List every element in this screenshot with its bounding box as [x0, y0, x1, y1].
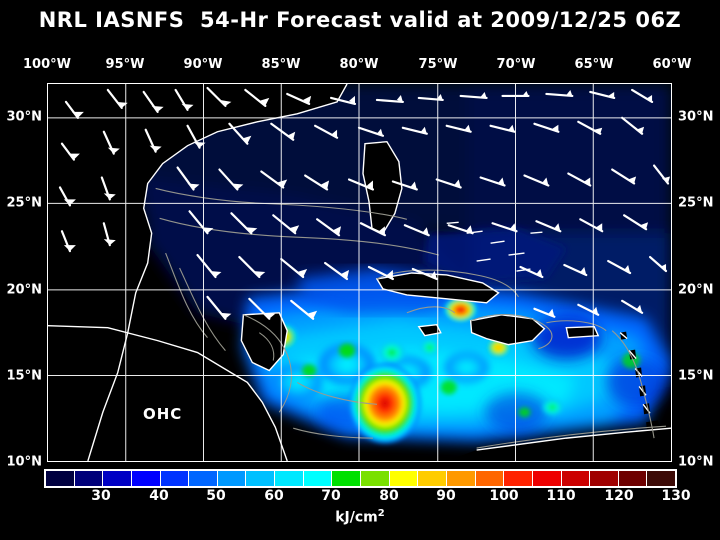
lat-tick-right-20n: 20°N	[678, 282, 714, 298]
colorbar-swatch-17	[532, 471, 562, 486]
colorbar-swatch-8	[275, 471, 304, 486]
ohc-map-canvas	[48, 84, 671, 461]
colorbar-swatch-4	[160, 471, 190, 486]
colorbar-swatch-15	[475, 471, 505, 486]
lon-tick-85w: 85°W	[261, 57, 301, 72]
lon-tick-95w: 95°W	[105, 57, 145, 72]
lon-tick-80w: 80°W	[339, 57, 379, 72]
lat-tick-right-10n: 10°N	[678, 454, 714, 470]
colorbar-tick-120: 120	[604, 488, 634, 504]
lat-tick-right-30n: 30°N	[678, 109, 714, 125]
colorbar-tick-80: 80	[379, 488, 399, 504]
lon-tick-100w: 100°W	[23, 57, 71, 72]
lat-tick-left-10n: 10°N	[6, 454, 42, 470]
colorbar-swatch-20	[618, 471, 648, 486]
colorbar-tick-110: 110	[546, 488, 576, 504]
colorbar-swatch-2	[103, 471, 132, 486]
warm-eddy-colombia-basin	[349, 363, 421, 444]
colorbar-tick-60: 60	[264, 488, 284, 504]
colorbar-tick-70: 70	[321, 488, 341, 504]
lon-tick-60w: 60°W	[652, 57, 692, 72]
ohc-map-panel	[47, 83, 672, 462]
lat-tick-left-30n: 30°N	[6, 109, 42, 125]
colorbar-swatch-12	[389, 471, 419, 486]
colorbar-swatch-7	[246, 471, 276, 486]
colorbar-swatch-11	[361, 471, 390, 486]
ohc-annotation: OHC	[143, 405, 183, 423]
lat-tick-left-15n: 15°N	[6, 368, 42, 384]
colorbar-units-label: kJ/cm2	[0, 508, 720, 526]
ohc-field	[107, 84, 671, 444]
colorbar-swatch-19	[590, 471, 619, 486]
lat-tick-right-15n: 15°N	[678, 368, 714, 384]
units-text: kJ/cm	[335, 509, 378, 526]
figure-title: NRL IASNFS 54-Hr Forecast valid at 2009/…	[38, 8, 682, 32]
colorbar-swatch-9	[303, 471, 333, 486]
colorbar-swatch-10	[332, 471, 362, 486]
landmass-layer	[48, 84, 671, 461]
colorbar-tick-40: 40	[149, 488, 169, 504]
colorbar-tick-30: 30	[91, 488, 111, 504]
graticule-layer	[48, 84, 671, 461]
lat-tick-right-25n: 25°N	[678, 195, 714, 211]
colorbar-swatch-14	[446, 471, 476, 486]
units-exponent: 2	[377, 508, 385, 519]
lon-tick-65w: 65°W	[574, 57, 614, 72]
colorbar-tick-50: 50	[206, 488, 226, 504]
warm-spot-windward-passage	[443, 296, 478, 323]
lat-tick-left-25n: 25°N	[6, 195, 42, 211]
lon-tick-75w: 75°W	[418, 57, 458, 72]
colorbar-tick-90: 90	[436, 488, 456, 504]
colorbar-swatch-1	[74, 471, 104, 486]
colorbar-swatch-0	[46, 471, 75, 486]
colorbar-tick-100: 100	[489, 488, 519, 504]
colorbar-swatch-3	[131, 471, 161, 486]
bathymetry-contour-layer	[155, 187, 667, 449]
colorbar-swatch-16	[504, 471, 533, 486]
colorbar-swatch-21	[647, 471, 676, 486]
lat-tick-left-20n: 20°N	[6, 282, 42, 298]
colorbar-swatch-5	[189, 471, 218, 486]
colorbar	[44, 469, 677, 488]
colorbar-tick-130: 130	[661, 488, 691, 504]
colorbar-swatch-13	[418, 471, 447, 486]
lon-tick-70w: 70°W	[496, 57, 536, 72]
lon-tick-90w: 90°W	[183, 57, 223, 72]
colorbar-swatch-6	[217, 471, 247, 486]
colorbar-swatch-18	[561, 471, 591, 486]
